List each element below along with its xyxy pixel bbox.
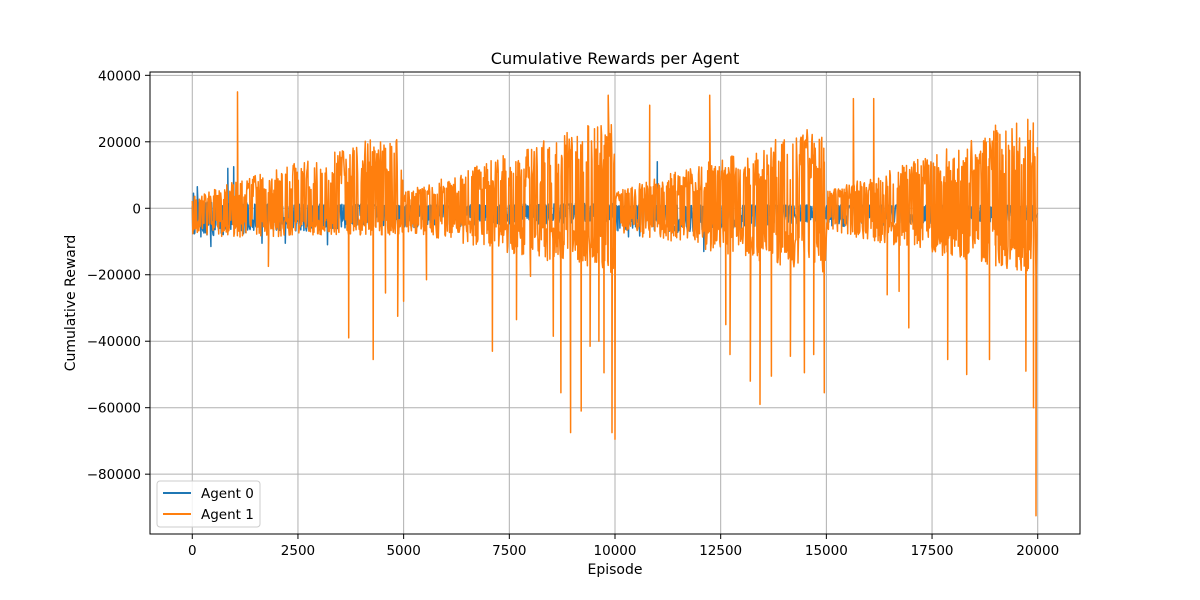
ticks: 0 2500 5000 7500 10000 12500 15000 17500 20000 −8… <box>87 68 1059 559</box>
x-tick-label: 7500 <box>492 543 526 559</box>
x-tick-label: 17500 <box>911 543 954 559</box>
legend-label-agent-0: Agent 0 <box>201 486 254 502</box>
y-tick-label: −80000 <box>87 467 141 483</box>
y-tick-label: −40000 <box>87 334 141 350</box>
x-tick-label: 0 <box>188 543 197 559</box>
x-tick-label: 20000 <box>1016 543 1059 559</box>
x-tick-label: 12500 <box>699 543 742 559</box>
plot-area <box>191 91 1039 517</box>
y-axis-label: Cumulative Reward <box>63 235 79 372</box>
x-tick-label: 10000 <box>594 543 637 559</box>
y-tick-label: 20000 <box>98 135 141 151</box>
series-line-agent-1 <box>191 91 1039 517</box>
y-tick-label: −60000 <box>87 401 141 417</box>
legend: Agent 0 Agent 1 <box>156 480 261 528</box>
x-tick-label: 2500 <box>281 543 315 559</box>
legend-label-agent-1: Agent 1 <box>201 507 254 523</box>
x-tick-label: 5000 <box>386 543 420 559</box>
chart-title: Cumulative Rewards per Agent <box>491 49 739 68</box>
x-axis-label: Episode <box>588 562 643 578</box>
y-tick-label: 0 <box>132 201 141 217</box>
y-tick-label: 40000 <box>98 68 141 84</box>
x-tick-label: 15000 <box>805 543 848 559</box>
y-tick-label: −20000 <box>87 268 141 284</box>
